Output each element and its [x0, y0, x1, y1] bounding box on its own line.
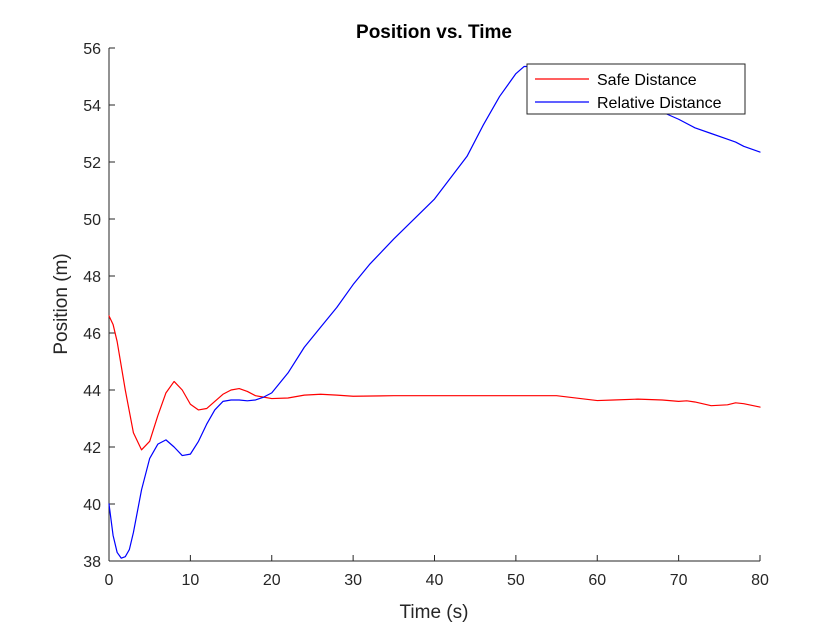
y-tick-label: 56 — [83, 41, 101, 58]
chart-title: Position vs. Time — [356, 22, 512, 43]
legend-box — [526, 63, 746, 115]
y-tick-label: 38 — [83, 554, 101, 571]
y-axis-label: Position (m) — [51, 253, 72, 354]
x-axis-label: Time (s) — [400, 602, 469, 623]
x-tick-label: 10 — [181, 572, 199, 589]
x-tick-label: 0 — [105, 572, 114, 589]
x-tick-label: 70 — [670, 572, 688, 589]
y-tick-label: 50 — [83, 212, 101, 229]
y-tick-label: 46 — [83, 326, 101, 343]
y-tick-label: 48 — [83, 269, 101, 286]
x-tick-label: 50 — [507, 572, 525, 589]
x-tick-label: 40 — [426, 572, 444, 589]
y-tick-label: 52 — [83, 155, 101, 172]
y-tick-label: 54 — [83, 98, 101, 115]
y-tick-label: 40 — [83, 497, 101, 514]
y-tick-label: 44 — [83, 383, 101, 400]
x-tick-label: 60 — [588, 572, 606, 589]
legend: Safe Distance Relative Distance — [526, 63, 746, 115]
x-tick-label: 30 — [344, 572, 362, 589]
legend-label-relative-distance: Relative Distance — [597, 95, 722, 112]
series-line-safe-distance — [108, 315, 761, 451]
legend-label-safe-distance: Safe Distance — [597, 72, 697, 89]
y-tick-label: 42 — [83, 440, 101, 457]
x-tick-label: 80 — [751, 572, 769, 589]
x-tick-label: 20 — [263, 572, 281, 589]
